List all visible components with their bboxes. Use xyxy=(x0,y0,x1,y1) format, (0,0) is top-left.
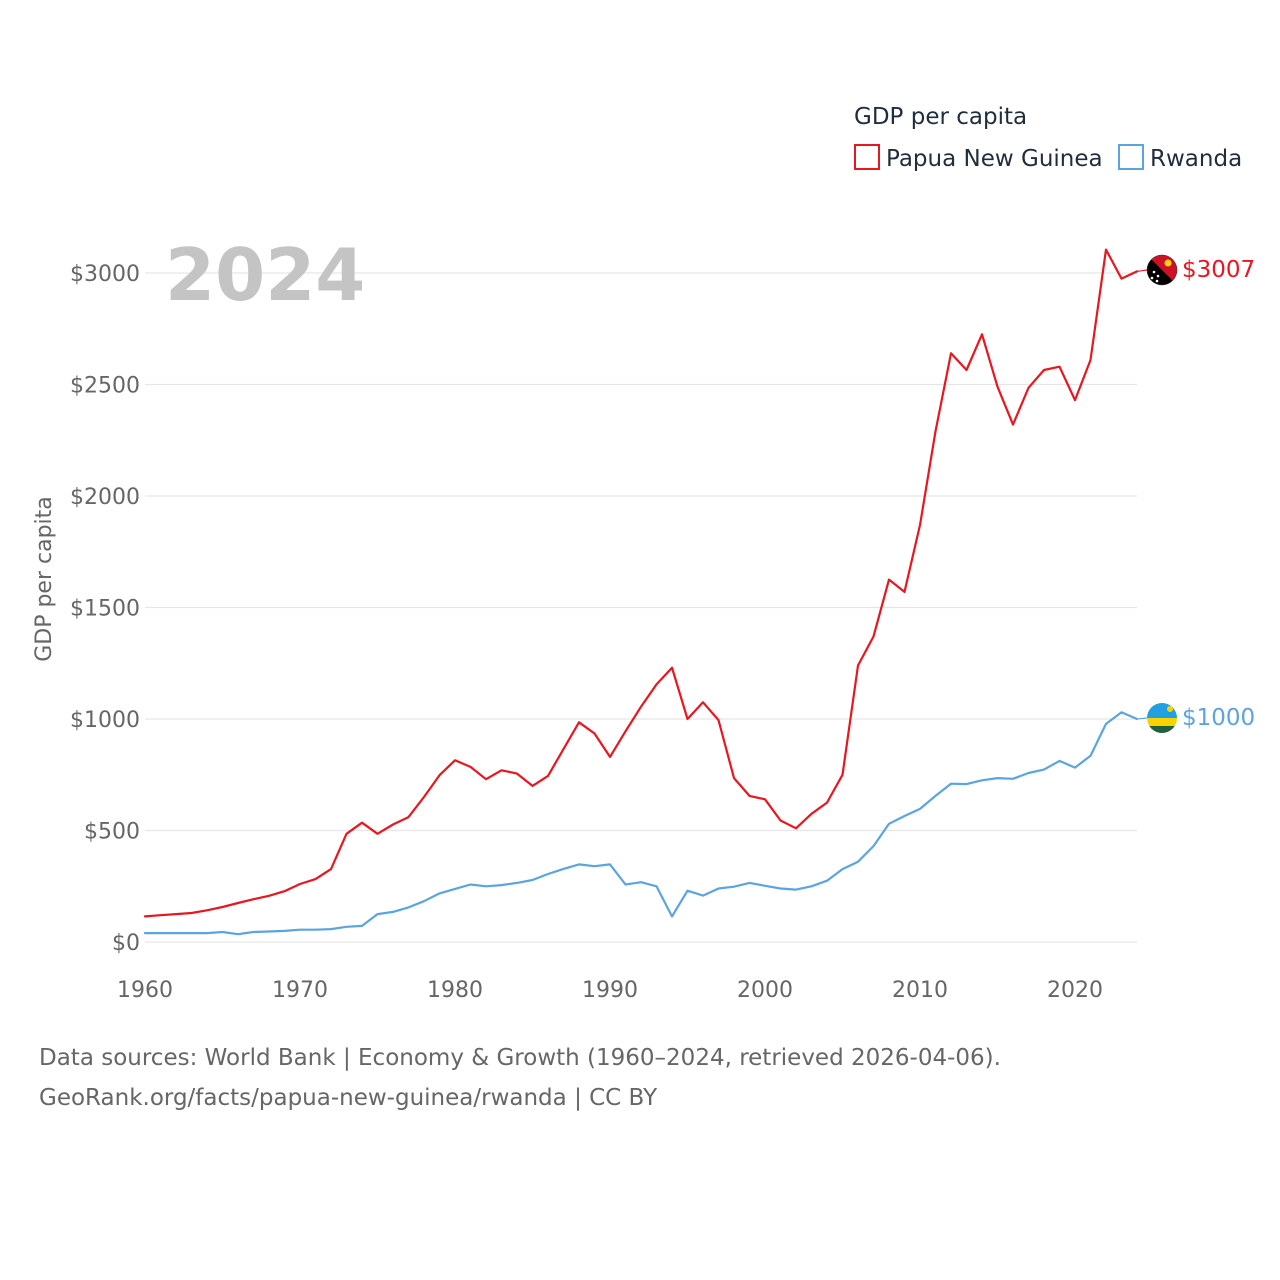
rwanda-flag-icon xyxy=(1147,703,1177,733)
x-tick-label: 1990 xyxy=(582,978,638,1003)
series-lines xyxy=(143,248,1148,936)
y-tick-label: $0 xyxy=(112,931,140,956)
x-tick-label: 1980 xyxy=(427,978,483,1003)
y-tick-label: $500 xyxy=(84,820,140,845)
year-label: 2024 xyxy=(165,233,365,317)
end-marker-rwanda: $1000 xyxy=(1147,703,1255,733)
y-axis-ticks: $0 $500 $1000 $1500 $2000 $2500 $3000 xyxy=(70,262,140,956)
y-tick-label: $2000 xyxy=(70,485,140,510)
y-tick-label: $1000 xyxy=(70,708,140,733)
grid-lines xyxy=(145,272,1137,943)
x-tick-label: 2020 xyxy=(1047,978,1103,1003)
legend-title: GDP per capita xyxy=(854,104,1027,130)
connector-line xyxy=(1136,717,1148,720)
x-tick-label: 1960 xyxy=(117,978,173,1003)
series-line-papua-new-guinea xyxy=(143,248,1139,918)
y-tick-label: $2500 xyxy=(70,374,140,399)
footer-sources: Data sources: World Bank | Economy & Gro… xyxy=(39,1045,1001,1071)
end-label-papua-new-guinea: $3007 xyxy=(1182,257,1255,283)
x-tick-label: 1970 xyxy=(272,978,328,1003)
y-tick-label: $3000 xyxy=(70,262,140,287)
x-axis-ticks: 1960 1970 1980 1990 2000 2010 2020 xyxy=(117,978,1103,1003)
end-marker-papua-new-guinea: $3007 xyxy=(1146,254,1255,286)
legend: GDP per capita Papua New Guinea Rwanda xyxy=(854,104,1242,172)
legend-label-rwanda[interactable]: Rwanda xyxy=(1150,146,1242,172)
legend-swatch-papua-new-guinea[interactable] xyxy=(854,144,880,170)
series-line-rwanda xyxy=(143,711,1139,936)
papua-new-guinea-flag-icon xyxy=(1147,255,1177,285)
footer-link[interactable]: GeoRank.org/facts/papua-new-guinea/rwand… xyxy=(39,1085,658,1111)
end-label-rwanda: $1000 xyxy=(1182,705,1255,731)
x-tick-label: 2010 xyxy=(892,978,948,1003)
legend-label-papua-new-guinea[interactable]: Papua New Guinea xyxy=(886,146,1103,172)
connector-line xyxy=(1136,269,1148,273)
y-tick-label: $1500 xyxy=(70,597,140,622)
y-axis-title: GDP per capita xyxy=(32,496,57,662)
legend-swatch-rwanda[interactable] xyxy=(1118,144,1144,170)
x-tick-label: 2000 xyxy=(737,978,793,1003)
